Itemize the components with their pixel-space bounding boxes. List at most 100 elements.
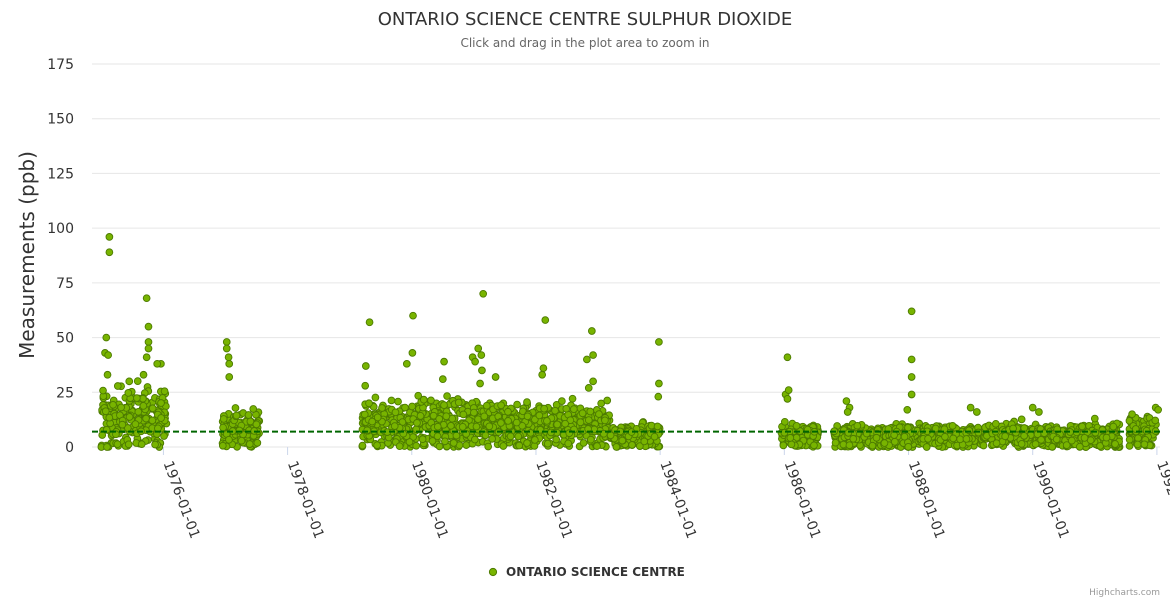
scatter-point[interactable] <box>472 422 481 431</box>
scatter-point[interactable] <box>428 437 437 445</box>
scatter-point[interactable] <box>523 398 531 406</box>
scatter-point[interactable] <box>540 404 549 413</box>
scatter-point[interactable] <box>474 344 483 353</box>
scatter-point[interactable] <box>779 441 788 450</box>
scatter-point[interactable] <box>395 442 404 451</box>
scatter-point[interactable] <box>157 399 165 407</box>
scatter-point[interactable] <box>539 364 548 373</box>
scatter-point[interactable] <box>1125 442 1134 450</box>
scatter-point[interactable] <box>137 440 146 449</box>
scatter-point[interactable] <box>941 432 949 441</box>
scatter-point[interactable] <box>584 384 593 392</box>
scatter-point[interactable] <box>124 440 133 449</box>
scatter-point[interactable] <box>1109 422 1118 431</box>
scatter-point[interactable] <box>564 439 573 448</box>
plot-area[interactable] <box>97 233 1162 451</box>
scatter-point[interactable] <box>1028 403 1037 412</box>
scatter-point[interactable] <box>783 395 792 403</box>
scatter-point[interactable] <box>224 353 233 362</box>
scatter-point[interactable] <box>440 357 448 366</box>
scatter-point[interactable] <box>843 408 852 416</box>
scatter-point[interactable] <box>562 404 571 413</box>
scatter-point[interactable] <box>991 420 1000 428</box>
scatter-point[interactable] <box>499 442 508 450</box>
scatter-point[interactable] <box>471 435 479 444</box>
scatter-point[interactable] <box>513 400 521 409</box>
scatter-point[interactable] <box>476 379 484 388</box>
scatter-point[interactable] <box>566 416 575 425</box>
scatter-point[interactable] <box>244 411 253 419</box>
scatter-point[interactable] <box>553 420 562 429</box>
scatter-point[interactable] <box>526 429 535 437</box>
scatter-point[interactable] <box>965 426 973 435</box>
scatter-point[interactable] <box>1125 416 1134 425</box>
scatter-point[interactable] <box>541 316 550 324</box>
scatter-point[interactable] <box>435 442 444 451</box>
scatter-point[interactable] <box>470 408 478 417</box>
scatter-point[interactable] <box>628 441 636 449</box>
scatter-point[interactable] <box>142 414 150 423</box>
scatter-point[interactable] <box>231 404 240 412</box>
scatter-point[interactable] <box>635 442 644 450</box>
scatter-point[interactable] <box>440 401 448 409</box>
scatter-point[interactable] <box>103 370 112 379</box>
scatter-point[interactable] <box>1067 436 1076 445</box>
scatter-point[interactable] <box>587 327 596 335</box>
scatter-point[interactable] <box>358 441 367 450</box>
scatter-point[interactable] <box>1037 435 1045 444</box>
scatter-point[interactable] <box>523 439 531 447</box>
scatter-point[interactable] <box>655 379 663 388</box>
scatter-point[interactable] <box>413 419 421 427</box>
scatter-point[interactable] <box>792 422 801 430</box>
scatter-point[interactable] <box>1031 440 1040 448</box>
scatter-point[interactable] <box>640 437 649 446</box>
scatter-point[interactable] <box>518 421 527 430</box>
scatter-point[interactable] <box>160 432 168 440</box>
scatter-point[interactable] <box>462 441 471 449</box>
scatter-point[interactable] <box>962 435 971 443</box>
scatter-point[interactable] <box>139 370 148 379</box>
scatter-point[interactable] <box>1125 435 1134 444</box>
scatter-point[interactable] <box>477 351 486 359</box>
scatter-point[interactable] <box>1128 410 1136 419</box>
scatter-point[interactable] <box>105 248 114 257</box>
scatter-point[interactable] <box>225 373 234 381</box>
scatter-point[interactable] <box>225 359 234 368</box>
scatter-point[interactable] <box>485 422 494 431</box>
scatter-point[interactable] <box>1048 442 1057 451</box>
scatter-point[interactable] <box>133 394 141 402</box>
scatter-point[interactable] <box>907 307 916 316</box>
scatter-point[interactable] <box>552 435 561 444</box>
scatter-point[interactable] <box>576 418 585 427</box>
scatter-point[interactable] <box>144 322 153 331</box>
scatter-point[interactable] <box>966 403 975 412</box>
scatter-point[interactable] <box>474 415 482 424</box>
credits-link[interactable]: Highcharts.com <box>1089 588 1160 598</box>
scatter-point[interactable] <box>579 439 588 447</box>
scatter-point[interactable] <box>907 355 916 364</box>
scatter-point[interactable] <box>578 409 587 418</box>
scatter-point[interactable] <box>412 441 421 450</box>
scatter-point[interactable] <box>219 423 227 432</box>
scatter-point[interactable] <box>880 439 889 447</box>
scatter-point[interactable] <box>784 386 793 394</box>
scatter-point[interactable] <box>1090 414 1099 423</box>
scatter-point[interactable] <box>907 373 916 381</box>
scatter-point[interactable] <box>484 442 493 451</box>
scatter-point[interactable] <box>1001 432 1010 441</box>
scatter-point[interactable] <box>569 405 578 413</box>
scatter-point[interactable] <box>109 400 117 409</box>
scatter-point[interactable] <box>488 434 497 443</box>
scatter-point[interactable] <box>144 338 153 346</box>
scatter-point[interactable] <box>101 407 110 416</box>
scatter-point[interactable] <box>452 431 461 440</box>
scatter-point[interactable] <box>373 413 382 422</box>
scatter-point[interactable] <box>123 424 132 432</box>
scatter-point[interactable] <box>361 381 370 390</box>
scatter-point[interactable] <box>390 422 399 430</box>
scatter-point[interactable] <box>160 387 169 396</box>
scatter-point[interactable] <box>561 419 570 428</box>
scatter-point[interactable] <box>972 408 981 416</box>
scatter-point[interactable] <box>124 389 133 397</box>
scatter-point[interactable] <box>378 404 386 412</box>
